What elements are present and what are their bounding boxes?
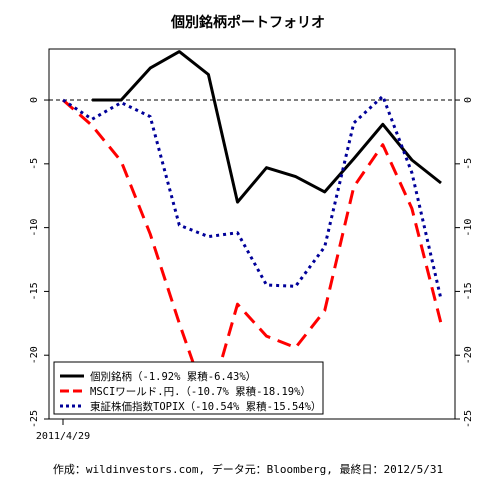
legend-box	[53, 361, 324, 415]
chart-title: 個別銘柄ポートフォリオ	[170, 14, 325, 31]
chart-caption: 作成：wildinvestors.com, データ元：Bloomberg, 最終…	[53, 462, 443, 476]
y-tick-label-left-3: -15	[29, 282, 40, 300]
y-tick-label-right-2: -10	[463, 219, 474, 237]
y-tick-label-left-0: 0	[29, 97, 40, 103]
y-tick-label-left-4: -20	[29, 346, 40, 364]
y-tick-label-right-0: 0	[463, 97, 474, 103]
y-tick-label-left-2: -10	[29, 219, 40, 237]
legend-label-0: 個別銘柄（-1.92% 累積-6.43%）	[90, 370, 256, 383]
y-tick-label-right-4: -20	[463, 346, 474, 364]
legend-label-2: 東証株価指数TOPIX（-10.54% 累積-15.54%）	[90, 400, 321, 413]
y-tick-label-right-3: -15	[463, 282, 474, 300]
x-tick-label: 2011/4/29	[36, 431, 90, 442]
y-tick-label-right-5: -25	[463, 410, 474, 428]
y-tick-label-left-5: -25	[29, 410, 40, 428]
legend: 個別銘柄（-1.92% 累積-6.43%） MSCIワールド.円.（-10.7% …	[53, 361, 324, 415]
legend-label-1: MSCIワールド.円.（-10.7% 累積-18.19%）	[90, 385, 311, 398]
series-line-2	[62, 94, 443, 300]
series-layer	[62, 50, 443, 408]
y-tick-label-left-1: -5	[29, 158, 40, 170]
axes: 0 0 -5 -5 -10 -10 -15 -15 -20 -20 -25 -25	[29, 97, 474, 428]
y-tick-label-right-1: -5	[463, 158, 474, 170]
plot-frame	[48, 48, 456, 420]
series-line-0	[92, 50, 442, 204]
series-line-1	[62, 98, 443, 408]
